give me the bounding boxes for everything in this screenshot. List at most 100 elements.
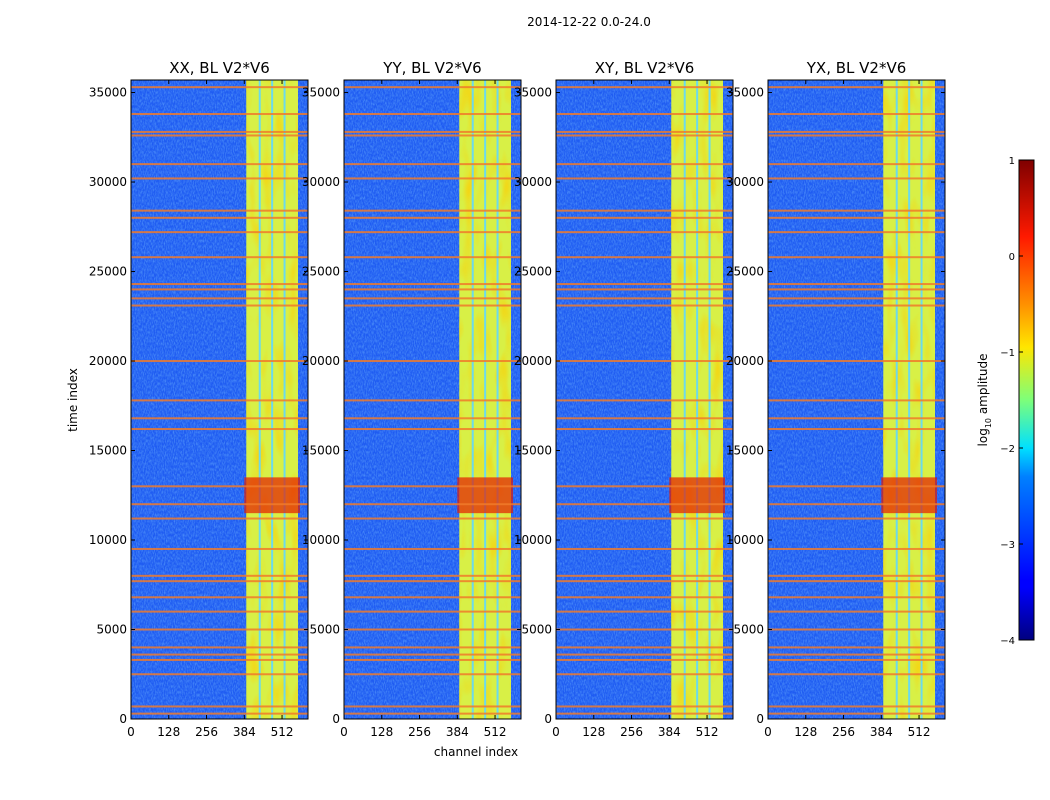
y-tick-label: 15000 (514, 444, 552, 458)
rfi-line (131, 517, 308, 520)
rfi-line (131, 288, 308, 291)
panels: XX, BL V2*V6 0 128 256 384 512 0 5000 10000 15000… (89, 59, 946, 739)
rfi-line (556, 596, 733, 599)
panel-title: XX, BL V2*V6 (169, 59, 270, 77)
rfi-line (131, 231, 308, 234)
rfi-line (768, 580, 945, 583)
rfi-line (556, 113, 733, 116)
colorbar-tick-label: 0 (1009, 252, 1015, 263)
y-tick-label: 30000 (89, 175, 127, 189)
colorbar-ticks: 1 0 −1 −2 −3 −4 (1000, 156, 1023, 647)
y-tick-label: 30000 (514, 175, 552, 189)
rfi-line (344, 134, 521, 137)
colorbar-label-sub: 10 (984, 418, 993, 428)
colorbar-tick-label: −2 (1000, 444, 1015, 455)
x-tick-label: 256 (408, 725, 431, 739)
rfi-line (131, 574, 308, 577)
y-tick-label: 20000 (89, 354, 127, 368)
rfi-line (556, 283, 733, 286)
x-tick-label: 384 (658, 725, 681, 739)
rfi-line (768, 503, 945, 506)
rfi-line (344, 283, 521, 286)
rfi-line (131, 216, 308, 219)
rfi-line (344, 503, 521, 506)
rfi-line (344, 163, 521, 166)
y-tick-label: 0 (119, 712, 127, 726)
rfi-line (768, 653, 945, 656)
rfi-line (556, 399, 733, 402)
y-tick-label: 15000 (302, 444, 340, 458)
rfi-line (768, 399, 945, 402)
rfi-line (556, 216, 733, 219)
y-tick-label: 0 (332, 712, 340, 726)
rfi-line (131, 712, 308, 715)
rfi-line (556, 86, 733, 89)
rfi-line (556, 256, 733, 259)
rfi-line (131, 256, 308, 259)
panel-title: YY, BL V2*V6 (382, 59, 481, 77)
rfi-line (768, 113, 945, 116)
rfi-line (344, 658, 521, 661)
rfi-line (556, 658, 733, 661)
rfi-line (131, 485, 308, 488)
rfi-line (131, 304, 308, 307)
rfi-line (344, 547, 521, 550)
y-tick-label: 0 (756, 712, 764, 726)
rfi-line (131, 134, 308, 137)
rfi-line (131, 653, 308, 656)
colorbar-scale (1018, 159, 1035, 641)
x-tick-label: 0 (764, 725, 772, 739)
rfi-line (556, 705, 733, 708)
rfi-line (556, 177, 733, 180)
rfi-line (556, 580, 733, 583)
rfi-line (344, 673, 521, 676)
rfi-line (131, 209, 308, 212)
x-tick-label: 128 (582, 725, 605, 739)
colorbar-tick-label: 1 (1009, 156, 1015, 167)
x-tick-label: 0 (552, 725, 560, 739)
rfi-line (556, 297, 733, 300)
y-tick-label: 25000 (89, 265, 127, 279)
rfi-line (556, 130, 733, 133)
panel-frame (767, 79, 946, 720)
panel-title: YX, BL V2*V6 (806, 59, 907, 77)
rfi-line (768, 628, 945, 631)
rfi-line (344, 705, 521, 708)
y-tick-label: 15000 (89, 444, 127, 458)
rfi-line (556, 134, 733, 137)
rfi-line (131, 360, 308, 363)
colorbar-tick-label: −4 (1000, 636, 1015, 647)
rfi-line (131, 628, 308, 631)
rfi-line (344, 646, 521, 649)
rfi-line (768, 297, 945, 300)
colorbar: 10−1−2−3−4 log10 amplitude (976, 156, 1035, 647)
y-tick-label: 30000 (302, 175, 340, 189)
rfi-line (556, 304, 733, 307)
rfi-line (131, 113, 308, 116)
colorbar-label-rest: amplitude (976, 354, 990, 418)
rfi-line (556, 231, 733, 234)
rfi-line (131, 547, 308, 550)
rfi-line (768, 547, 945, 550)
bright-region (244, 477, 300, 514)
panel-frame (130, 79, 309, 720)
rfi-line (768, 209, 945, 212)
rfi-line (344, 399, 521, 402)
y-tick-label: 30000 (726, 175, 764, 189)
y-tick-label: 25000 (302, 265, 340, 279)
rfi-line (344, 653, 521, 656)
y-tick-label: 10000 (726, 533, 764, 547)
rfi-line (344, 113, 521, 116)
y-tick-label: 20000 (726, 354, 764, 368)
rfi-line (344, 177, 521, 180)
rfi-line (131, 646, 308, 649)
panel-frame (343, 79, 522, 720)
rfi-line (131, 297, 308, 300)
x-tick-label: 256 (620, 725, 643, 739)
y-tick-label: 20000 (514, 354, 552, 368)
rfi-line (768, 231, 945, 234)
y-tick-label: 0 (544, 712, 552, 726)
rfi-line (131, 283, 308, 286)
rfi-line (131, 399, 308, 402)
rfi-line (344, 485, 521, 488)
